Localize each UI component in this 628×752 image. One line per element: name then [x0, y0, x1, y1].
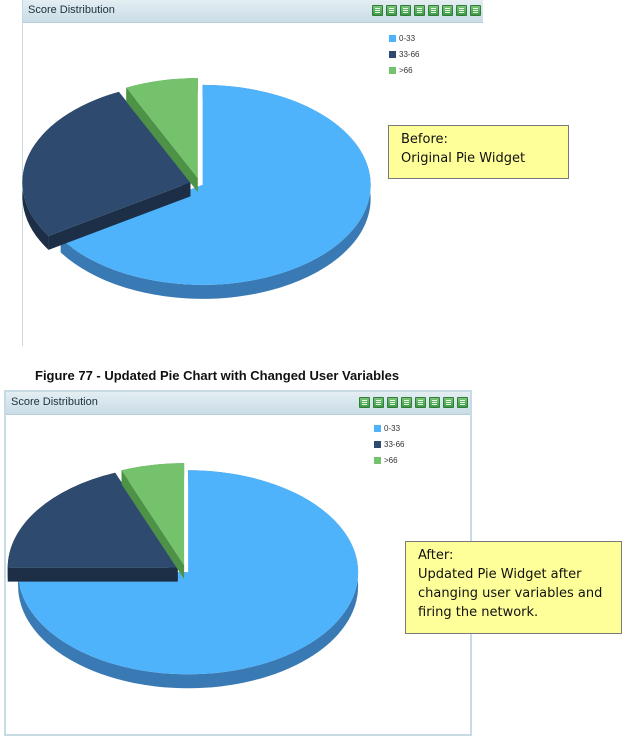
pie-slice-top: [18, 470, 359, 675]
pie-slice-66: [121, 463, 185, 580]
chart-legend: 0-33 33-66 >66: [374, 420, 404, 468]
widget-title: Score Distribution: [11, 396, 98, 408]
legend-item: 33-66: [389, 46, 419, 62]
blank-page-icon[interactable]: [373, 397, 384, 408]
legend-swatch: [389, 50, 396, 58]
pie-slice-top: [60, 84, 371, 285]
pie-slice-33-66: [22, 91, 191, 250]
widget-toolbar: [359, 397, 468, 408]
pie-slice-top: [22, 91, 191, 236]
legend-item: 0-33: [374, 420, 404, 436]
note-line: changing user variables and: [418, 586, 603, 601]
legend-item: >66: [374, 452, 404, 468]
legend-label: 0-33: [399, 33, 416, 43]
pie-slice-33-66: [7, 472, 178, 582]
note-line: Updated Pie Widget after: [418, 567, 582, 582]
camera-icon[interactable]: [443, 397, 454, 408]
document-icon[interactable]: [359, 397, 370, 408]
widget-toolbar: [372, 5, 481, 16]
pie-slice-edge: [121, 470, 185, 580]
legend-label: >66: [384, 455, 398, 465]
mail-icon[interactable]: [414, 5, 425, 16]
legend-item: 0-33: [389, 30, 419, 46]
legend-label: 33-66: [399, 49, 420, 59]
pie-slice-edge: [7, 567, 178, 582]
figure-caption: Figure 77 - Updated Pie Chart with Chang…: [35, 368, 400, 383]
stack-icon[interactable]: [470, 5, 481, 16]
chat-icon[interactable]: [415, 397, 426, 408]
legend-label: 0-33: [384, 423, 401, 433]
note-line: Before:: [401, 132, 448, 147]
pie-slice-66: [126, 78, 198, 193]
pie-slice-edge: [126, 87, 198, 193]
pie-slice-top: [126, 78, 198, 179]
after-note: After: Updated Pie Widget after changing…: [405, 541, 622, 634]
legend-item: 33-66: [374, 436, 404, 452]
copy-icon[interactable]: [442, 5, 453, 16]
note-line: Original Pie Widget: [401, 151, 526, 166]
stack-icon[interactable]: [457, 397, 468, 408]
camera-icon[interactable]: [456, 5, 467, 16]
legend-label: >66: [399, 65, 413, 75]
widget-title: Score Distribution: [28, 4, 115, 16]
legend-swatch: [374, 456, 381, 464]
widget-titlebar: Score Distribution: [6, 392, 470, 415]
document-icon[interactable]: [372, 5, 383, 16]
note-line: firing the network.: [418, 605, 539, 620]
pie-slice-top: [7, 472, 178, 568]
widget-titlebar: Score Distribution: [23, 0, 483, 23]
pie-slice-top: [121, 463, 185, 566]
monitor-icon[interactable]: [400, 5, 411, 16]
legend-swatch: [374, 424, 381, 432]
note-line: After:: [418, 548, 454, 563]
before-note: Before: Original Pie Widget: [388, 125, 569, 179]
legend-swatch: [389, 34, 396, 42]
pie-slice-edge: [48, 182, 191, 250]
chat-icon[interactable]: [428, 5, 439, 16]
legend-swatch: [389, 66, 396, 74]
blank-page-icon[interactable]: [386, 5, 397, 16]
mail-icon[interactable]: [401, 397, 412, 408]
copy-icon[interactable]: [429, 397, 440, 408]
legend-item: >66: [389, 62, 419, 78]
legend-label: 33-66: [384, 439, 405, 449]
monitor-icon[interactable]: [387, 397, 398, 408]
chart-legend: 0-33 33-66 >66: [389, 30, 419, 78]
legend-swatch: [374, 440, 381, 448]
